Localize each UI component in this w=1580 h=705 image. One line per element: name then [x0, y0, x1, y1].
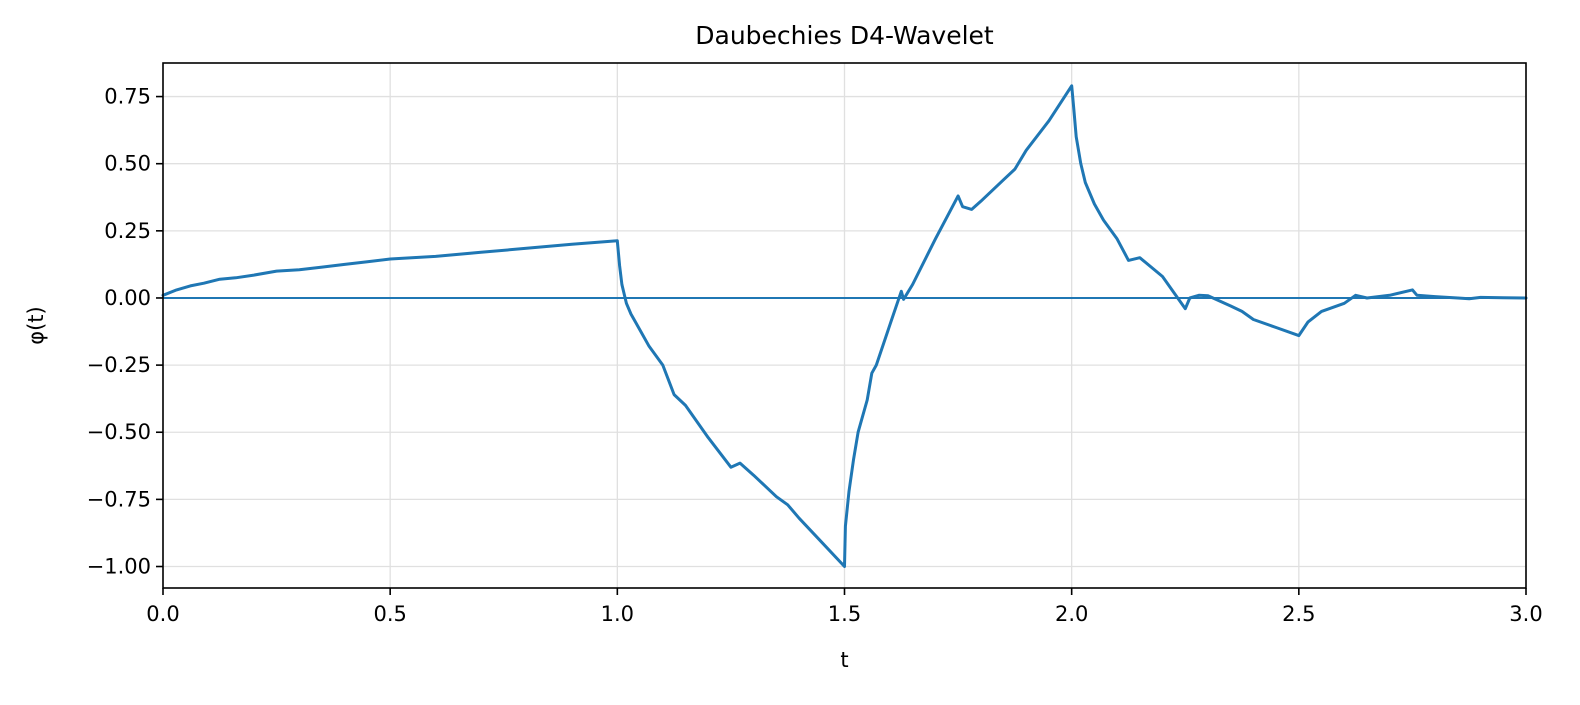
y-tick-label: 0.25	[104, 219, 151, 243]
chart-title: Daubechies D4-Wavelet	[695, 21, 994, 50]
x-tick-label: 2.0	[1055, 602, 1088, 626]
x-tick-label: 2.5	[1282, 602, 1315, 626]
y-tick-label: −0.50	[87, 420, 151, 444]
x-tick-label: 3.0	[1509, 602, 1542, 626]
y-tick-label: 0.00	[104, 286, 151, 310]
x-axis-label: t	[840, 648, 848, 672]
x-tick-label: 1.0	[601, 602, 634, 626]
x-axis-ticks: 0.0 0.5 1.0 1.5 2.0 2.5 3.0	[146, 588, 1543, 626]
x-tick-label: 0.0	[146, 602, 179, 626]
y-axis-ticks: 0.75 0.50 0.25 0.00 −0.25 −0.50 −0.75 −1.00	[87, 85, 163, 579]
y-axis-label: φ(t)	[24, 306, 48, 344]
grid	[162, 63, 1527, 588]
y-tick-label: 0.50	[104, 152, 151, 176]
y-tick-label: −0.75	[87, 487, 151, 511]
y-tick-label: 0.75	[104, 85, 151, 109]
y-tick-label: −1.00	[87, 555, 151, 579]
x-tick-label: 1.5	[828, 602, 861, 626]
y-tick-label: −0.25	[87, 353, 151, 377]
series-group	[161, 84, 1528, 568]
series-line	[161, 84, 1528, 568]
x-tick-label: 0.5	[373, 602, 406, 626]
